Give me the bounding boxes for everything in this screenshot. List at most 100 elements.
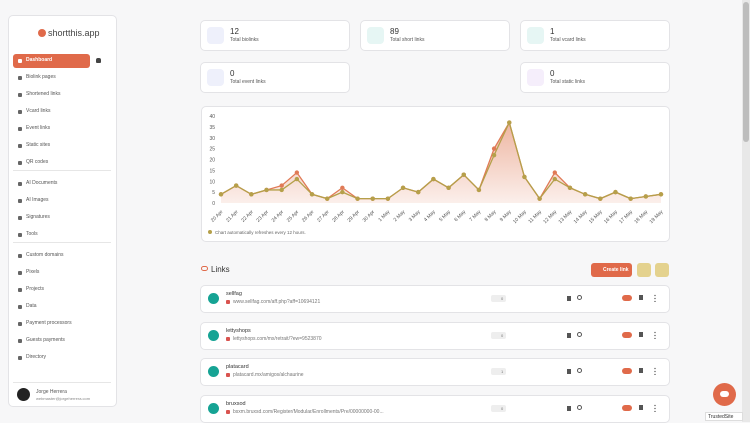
nav-item[interactable]: Biolink pages: [26, 74, 56, 80]
nav-item[interactable]: Guests payments: [26, 337, 65, 343]
history-icon[interactable]: [577, 331, 582, 337]
avatar: [17, 388, 30, 401]
point: [598, 196, 603, 201]
toggle[interactable]: [622, 404, 632, 411]
x-tick-label: 2 May: [393, 209, 407, 223]
nav-item[interactable]: Projects: [26, 286, 45, 292]
x-tick-label: 13 May: [558, 209, 574, 225]
nav-icon: [18, 355, 22, 360]
link-name[interactable]: lettyshops: [226, 327, 251, 334]
sort-button[interactable]: [655, 263, 669, 277]
nav-item[interactable]: Tools: [26, 231, 38, 237]
toggle[interactable]: [622, 331, 632, 338]
stat-icon: [527, 69, 544, 86]
stat-card: [200, 62, 350, 93]
link-row[interactable]: [200, 358, 670, 386]
point: [370, 196, 375, 201]
nav-icon: [18, 58, 22, 63]
create-link[interactable]: [591, 263, 632, 277]
nav-icon: [18, 232, 22, 237]
x-tick-label: 1 May: [377, 209, 391, 223]
toggle[interactable]: [622, 295, 632, 301]
filter-button[interactable]: [637, 263, 651, 277]
menu-icon[interactable]: [654, 367, 656, 375]
stat-icon: [527, 27, 544, 44]
nav-divider: [13, 382, 111, 383]
nav-item[interactable]: Directory: [26, 354, 47, 360]
point: [340, 185, 345, 190]
toggle[interactable]: [622, 368, 632, 374]
stat-label: Total short links: [390, 37, 425, 43]
point: [567, 185, 573, 190]
nav-icon: [18, 92, 22, 97]
point: [309, 192, 315, 197]
point: [491, 152, 497, 158]
x-tick-label: 22 Apr: [240, 209, 255, 224]
x-tick-label: 27 Apr: [316, 209, 331, 224]
nav-item[interactable]: Payment processors: [26, 320, 72, 326]
y-tick-label: 5: [212, 190, 215, 196]
point: [279, 183, 284, 188]
point: [233, 183, 239, 188]
history-icon[interactable]: [577, 368, 582, 373]
stat-card: [360, 20, 510, 51]
badge-box: [705, 412, 743, 421]
scroll-thumb[interactable]: [743, 2, 749, 142]
stats-icon: [567, 369, 571, 374]
point: [385, 196, 391, 201]
copy-icon[interactable]: [639, 331, 643, 337]
copy-icon[interactable]: [639, 295, 643, 300]
stat-value: 0: [230, 69, 235, 78]
history-icon[interactable]: [577, 295, 582, 300]
create-link-label[interactable]: Create link: [603, 267, 629, 273]
stat-card: [520, 62, 670, 93]
nav-item[interactable]: Vcard links: [26, 108, 51, 114]
chart-card: [201, 106, 670, 242]
user-name: Jorge Herrera: [36, 389, 67, 395]
nav-item[interactable]: Shortened links: [26, 91, 61, 97]
clicks-badge: [491, 295, 506, 302]
link-url: bsxm.bruxsd.com/Register/Modular/Enrollm…: [233, 408, 384, 415]
link-row[interactable]: [200, 321, 670, 350]
x-tick-label: 20 Apr: [210, 209, 225, 224]
link-favicon: [226, 300, 230, 304]
nav-item[interactable]: Dashboard: [26, 57, 53, 63]
nav-item[interactable]: Custom domains: [26, 252, 64, 258]
menu-icon[interactable]: [654, 330, 656, 339]
link-name[interactable]: bruxsod: [226, 400, 246, 407]
x-tick-label: 14 May: [573, 209, 589, 225]
x-tick-label: 19 May: [649, 209, 665, 225]
nav-icon: [18, 253, 22, 258]
link-name[interactable]: sellfag: [226, 291, 242, 297]
nav-item[interactable]: Data: [26, 303, 37, 309]
nav-item[interactable]: Event links: [26, 125, 51, 131]
menu-icon[interactable]: [654, 403, 656, 412]
x-tick-label: 3 May: [408, 209, 422, 223]
y-tick-label: 25: [209, 147, 215, 153]
nav-item[interactable]: QR codes: [26, 159, 49, 165]
point: [340, 189, 345, 195]
links-icon: [201, 266, 208, 271]
menu-icon[interactable]: [654, 294, 656, 302]
copy-icon[interactable]: [639, 368, 643, 373]
nav-active: [13, 54, 90, 68]
nav-item[interactable]: AI Images: [26, 197, 49, 203]
x-tick-label: 26 Apr: [301, 209, 316, 224]
clicks-badge: [491, 331, 506, 339]
stat-card: [520, 20, 670, 51]
notifications[interactable]: [96, 58, 101, 63]
x-tick-label: 23 Apr: [255, 209, 270, 224]
nav-item[interactable]: AI Documents: [26, 180, 58, 186]
nav-item[interactable]: Signatures: [26, 214, 50, 220]
history-icon[interactable]: [577, 404, 582, 410]
point: [416, 189, 421, 195]
nav-item[interactable]: Static sites: [26, 142, 51, 148]
copy-icon[interactable]: [639, 404, 643, 410]
nav-item[interactable]: Pixels: [26, 269, 40, 275]
link-row[interactable]: [200, 285, 670, 313]
point: [355, 196, 360, 201]
clicks-badge: [491, 368, 506, 375]
link-name[interactable]: platacard: [226, 364, 249, 370]
user-email: webmaster@jorgeherrera.com: [36, 396, 91, 401]
